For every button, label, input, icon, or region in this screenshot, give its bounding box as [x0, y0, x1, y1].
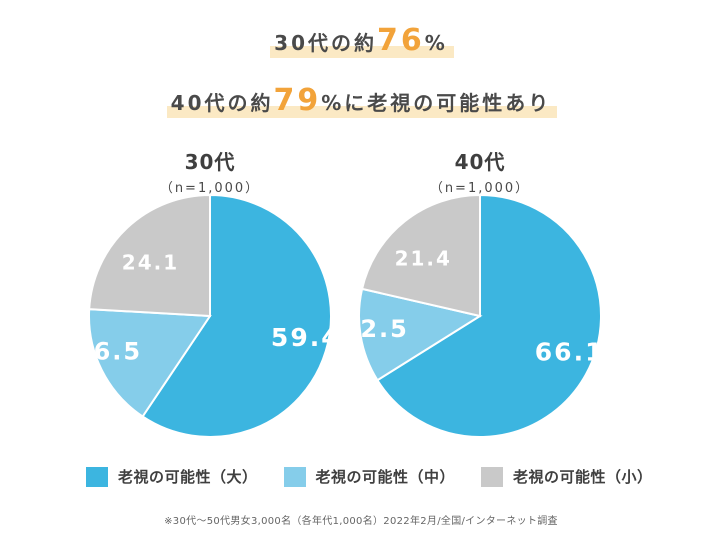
legend: 老視の可能性（大） 老視の可能性（中） 老視の可能性（小） — [86, 466, 679, 487]
headline-1-value: 76 — [377, 23, 425, 58]
headline-line-1: 30代の約76% — [270, 23, 454, 58]
legend-swatch-small — [481, 466, 504, 487]
pie-30s-slice-large — [141, 193, 332, 438]
headline-1-prefix: 30代の約 — [274, 31, 378, 55]
legend-swatch-medium — [283, 466, 306, 487]
pie-30s-title: 30代 — [184, 150, 236, 174]
legend-item-small: 老視の可能性（小） — [481, 466, 653, 487]
pie-30s-subtitle: （n=1,000） — [159, 181, 261, 196]
pie-40s-label-large: 66.1 — [535, 337, 605, 366]
pie-30s-label-medium: 16.5 — [75, 338, 142, 366]
headline-1-suffix: % — [424, 31, 448, 55]
headline-2-value: 79 — [273, 83, 322, 118]
headline-2-prefix: 40代の約 — [170, 91, 274, 115]
headline: 30代の約76% 40代の約79%に老視の可能性あり — [0, 23, 722, 118]
pie-40s-slice-large — [376, 193, 602, 438]
headline-line-2: 40代の約79%に老視の可能性あり — [166, 83, 557, 118]
pie-40s-slice-medium — [358, 287, 483, 382]
legend-swatch-large — [86, 466, 108, 487]
pie-30s-label-small: 24.1 — [122, 250, 179, 274]
legend-item-large: 老視の可能性（大） — [86, 466, 258, 487]
headline-2-suffix: %に老視の可能性あり — [321, 91, 552, 115]
legend-item-medium: 老視の可能性（中） — [283, 466, 456, 487]
pie-40s-label-small: 21.4 — [395, 246, 452, 270]
pie-40s-label-medium: 12.5 — [342, 315, 409, 343]
pie-40s-header: 40代 （n=1,000） — [400, 146, 560, 196]
pie-30s-slice-medium — [88, 308, 212, 418]
pie-30s-header: 30代 （n=1,000） — [130, 146, 290, 196]
legend-label-large: 老視の可能性（大） — [118, 468, 258, 486]
pie-40s-title: 40代 — [454, 150, 506, 174]
pie-30s-label-large: 59.4 — [271, 323, 341, 352]
pie-40s-subtitle: （n=1,000） — [429, 181, 531, 196]
legend-label-small: 老視の可能性（小） — [513, 468, 653, 486]
pie-40s-slice-small — [360, 193, 481, 318]
legend-label-medium: 老視の可能性（中） — [315, 468, 456, 486]
footnote: ※30代〜50代男女3,000名（各年代1,000名）2022年2月/全国/イン… — [164, 516, 558, 527]
pie-30s-slice-small — [88, 193, 211, 318]
